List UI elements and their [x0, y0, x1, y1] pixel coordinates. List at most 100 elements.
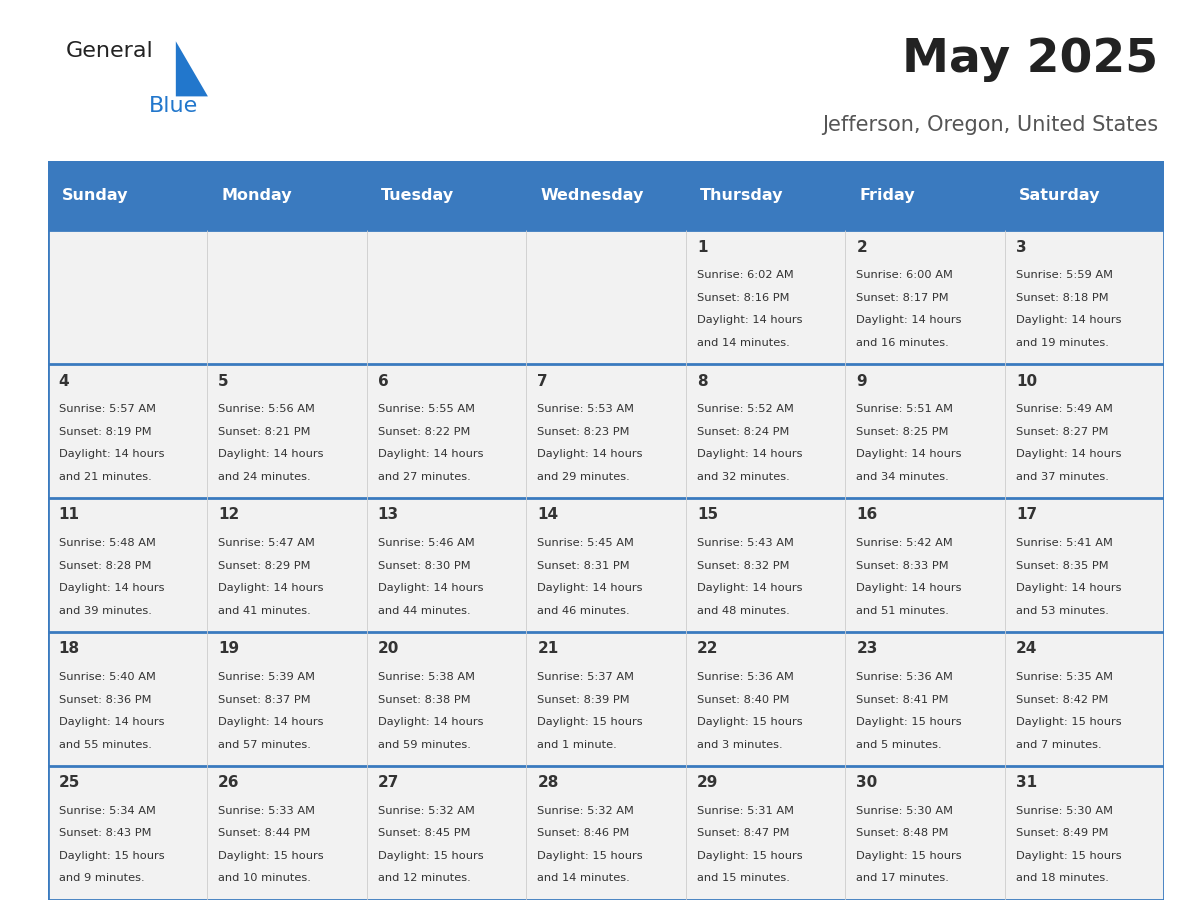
Bar — [48, 498, 1164, 632]
Text: Sunset: 8:37 PM: Sunset: 8:37 PM — [219, 695, 311, 704]
Text: Daylight: 15 hours: Daylight: 15 hours — [219, 851, 324, 861]
Text: and 12 minutes.: and 12 minutes. — [378, 873, 470, 883]
Text: May 2025: May 2025 — [902, 37, 1158, 82]
Text: Daylight: 14 hours: Daylight: 14 hours — [697, 449, 802, 459]
Text: Daylight: 14 hours: Daylight: 14 hours — [219, 717, 323, 727]
Text: Thursday: Thursday — [700, 188, 784, 203]
Text: Daylight: 14 hours: Daylight: 14 hours — [58, 449, 164, 459]
Text: and 41 minutes.: and 41 minutes. — [219, 606, 311, 616]
Text: Sunrise: 5:53 AM: Sunrise: 5:53 AM — [537, 404, 634, 414]
Text: Daylight: 15 hours: Daylight: 15 hours — [378, 851, 484, 861]
Text: Daylight: 15 hours: Daylight: 15 hours — [697, 717, 802, 727]
Text: 19: 19 — [219, 642, 239, 656]
Text: 15: 15 — [697, 508, 718, 522]
Text: and 34 minutes.: and 34 minutes. — [857, 472, 949, 482]
Text: and 1 minute.: and 1 minute. — [537, 740, 617, 749]
Text: Sunrise: 5:40 AM: Sunrise: 5:40 AM — [58, 672, 156, 682]
Text: Sunset: 8:24 PM: Sunset: 8:24 PM — [697, 427, 789, 437]
Text: Jefferson, Oregon, United States: Jefferson, Oregon, United States — [822, 115, 1158, 135]
Text: 16: 16 — [857, 508, 878, 522]
Text: 6: 6 — [378, 374, 388, 388]
Text: Sunset: 8:16 PM: Sunset: 8:16 PM — [697, 293, 789, 303]
Text: Daylight: 15 hours: Daylight: 15 hours — [857, 851, 962, 861]
Text: 11: 11 — [58, 508, 80, 522]
Text: Sunset: 8:46 PM: Sunset: 8:46 PM — [537, 828, 630, 838]
Bar — [48, 230, 1164, 364]
Text: Friday: Friday — [860, 188, 915, 203]
Text: and 15 minutes.: and 15 minutes. — [697, 873, 790, 883]
Text: 18: 18 — [58, 642, 80, 656]
Text: Sunrise: 5:57 AM: Sunrise: 5:57 AM — [58, 404, 156, 414]
Text: and 18 minutes.: and 18 minutes. — [1016, 873, 1108, 883]
Text: and 14 minutes.: and 14 minutes. — [537, 873, 630, 883]
Text: and 48 minutes.: and 48 minutes. — [697, 606, 790, 616]
Text: Daylight: 15 hours: Daylight: 15 hours — [537, 717, 643, 727]
Text: and 10 minutes.: and 10 minutes. — [219, 873, 311, 883]
Text: 3: 3 — [1016, 240, 1026, 254]
Text: 22: 22 — [697, 642, 719, 656]
Text: Sunrise: 5:36 AM: Sunrise: 5:36 AM — [697, 672, 794, 682]
Text: Sunrise: 5:39 AM: Sunrise: 5:39 AM — [219, 672, 315, 682]
Text: Daylight: 14 hours: Daylight: 14 hours — [537, 583, 643, 593]
Text: Sunrise: 5:45 AM: Sunrise: 5:45 AM — [537, 538, 634, 548]
Text: Daylight: 15 hours: Daylight: 15 hours — [58, 851, 164, 861]
Text: Sunset: 8:30 PM: Sunset: 8:30 PM — [378, 561, 470, 571]
Text: Sunset: 8:32 PM: Sunset: 8:32 PM — [697, 561, 789, 571]
Text: Daylight: 14 hours: Daylight: 14 hours — [58, 583, 164, 593]
Text: Sunrise: 5:37 AM: Sunrise: 5:37 AM — [537, 672, 634, 682]
Text: Daylight: 15 hours: Daylight: 15 hours — [1016, 851, 1121, 861]
Text: Wednesday: Wednesday — [541, 188, 644, 203]
Text: and 9 minutes.: and 9 minutes. — [58, 873, 144, 883]
Text: and 39 minutes.: and 39 minutes. — [58, 606, 152, 616]
Text: 14: 14 — [537, 508, 558, 522]
Text: and 14 minutes.: and 14 minutes. — [697, 338, 790, 348]
Text: Daylight: 14 hours: Daylight: 14 hours — [378, 449, 484, 459]
Text: Daylight: 15 hours: Daylight: 15 hours — [857, 717, 962, 727]
Text: Sunset: 8:19 PM: Sunset: 8:19 PM — [58, 427, 151, 437]
Text: Daylight: 14 hours: Daylight: 14 hours — [537, 449, 643, 459]
Text: Sunset: 8:40 PM: Sunset: 8:40 PM — [697, 695, 789, 704]
Text: 21: 21 — [537, 642, 558, 656]
Text: Sunrise: 5:32 AM: Sunrise: 5:32 AM — [537, 806, 634, 816]
Text: 30: 30 — [857, 775, 878, 790]
Text: Daylight: 14 hours: Daylight: 14 hours — [697, 316, 802, 325]
Bar — [48, 364, 1164, 498]
Text: Sunset: 8:36 PM: Sunset: 8:36 PM — [58, 695, 151, 704]
Text: and 7 minutes.: and 7 minutes. — [1016, 740, 1101, 749]
Text: and 46 minutes.: and 46 minutes. — [537, 606, 630, 616]
Text: and 3 minutes.: and 3 minutes. — [697, 740, 783, 749]
Text: and 57 minutes.: and 57 minutes. — [219, 740, 311, 749]
Text: Daylight: 15 hours: Daylight: 15 hours — [697, 851, 802, 861]
Text: and 44 minutes.: and 44 minutes. — [378, 606, 470, 616]
Text: Sunset: 8:27 PM: Sunset: 8:27 PM — [1016, 427, 1108, 437]
Text: and 16 minutes.: and 16 minutes. — [857, 338, 949, 348]
Text: 8: 8 — [697, 374, 707, 388]
Text: Sunrise: 5:33 AM: Sunrise: 5:33 AM — [219, 806, 315, 816]
Text: and 19 minutes.: and 19 minutes. — [1016, 338, 1108, 348]
Text: 27: 27 — [378, 775, 399, 790]
Text: Sunset: 8:45 PM: Sunset: 8:45 PM — [378, 828, 470, 838]
Text: Daylight: 14 hours: Daylight: 14 hours — [857, 316, 962, 325]
Text: Sunrise: 5:30 AM: Sunrise: 5:30 AM — [857, 806, 953, 816]
Text: Sunrise: 5:43 AM: Sunrise: 5:43 AM — [697, 538, 794, 548]
Text: 23: 23 — [857, 642, 878, 656]
Text: and 32 minutes.: and 32 minutes. — [697, 472, 790, 482]
Text: 20: 20 — [378, 642, 399, 656]
Bar — [48, 161, 1164, 230]
Text: Daylight: 14 hours: Daylight: 14 hours — [219, 449, 323, 459]
Text: and 27 minutes.: and 27 minutes. — [378, 472, 470, 482]
Text: Sunset: 8:17 PM: Sunset: 8:17 PM — [857, 293, 949, 303]
Text: 4: 4 — [58, 374, 69, 388]
Text: 12: 12 — [219, 508, 240, 522]
Text: Daylight: 15 hours: Daylight: 15 hours — [537, 851, 643, 861]
Text: Sunset: 8:42 PM: Sunset: 8:42 PM — [1016, 695, 1108, 704]
Text: Sunrise: 5:59 AM: Sunrise: 5:59 AM — [1016, 271, 1113, 280]
Text: 5: 5 — [219, 374, 229, 388]
Text: Sunrise: 5:35 AM: Sunrise: 5:35 AM — [1016, 672, 1113, 682]
Text: Daylight: 14 hours: Daylight: 14 hours — [58, 717, 164, 727]
Text: and 59 minutes.: and 59 minutes. — [378, 740, 470, 749]
Text: Sunset: 8:39 PM: Sunset: 8:39 PM — [537, 695, 630, 704]
Text: and 51 minutes.: and 51 minutes. — [857, 606, 949, 616]
Text: Sunrise: 5:51 AM: Sunrise: 5:51 AM — [857, 404, 953, 414]
Text: Sunrise: 5:46 AM: Sunrise: 5:46 AM — [378, 538, 474, 548]
